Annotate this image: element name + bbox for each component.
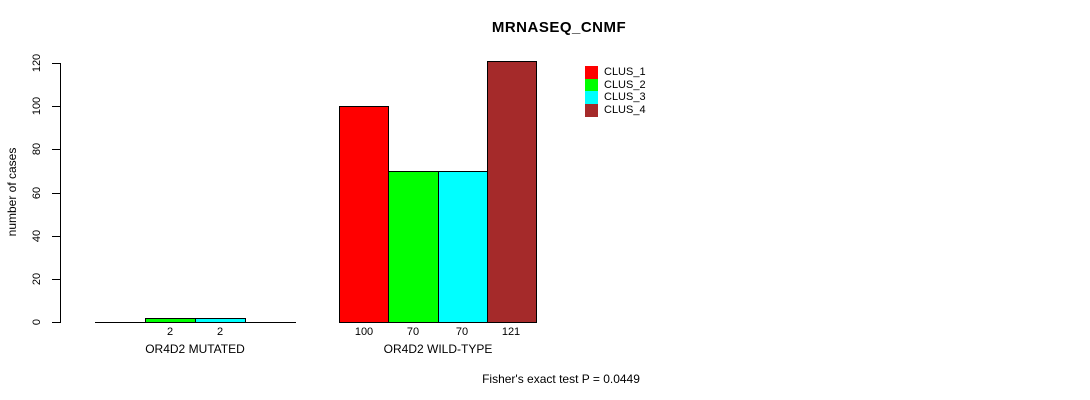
y-tick-mark	[52, 149, 61, 150]
y-axis-label: number of cases	[5, 147, 19, 237]
bar-CLUS_3-group2	[438, 171, 488, 323]
legend-label-CLUS_4: CLUS_4	[604, 104, 646, 116]
y-tick-mark	[52, 106, 61, 107]
annotation-text: Fisher's exact test P = 0.0449	[482, 372, 640, 386]
bar-value-label: 2	[216, 326, 224, 338]
legend-swatch-CLUS_4	[585, 104, 598, 117]
y-tick-mark	[52, 63, 61, 64]
legend-label-CLUS_2: CLUS_2	[604, 79, 646, 91]
y-tick-label: 60	[31, 186, 43, 200]
legend-item-CLUS_2: CLUS_2	[585, 79, 646, 92]
bar-value-label: 100	[354, 326, 374, 338]
bar-value-label: 2	[166, 326, 174, 338]
bar-CLUS_2-group2	[388, 171, 439, 323]
bar-CLUS_4-group2	[487, 61, 537, 323]
y-tick-label: 0	[31, 318, 43, 326]
y-tick-label: 100	[31, 96, 43, 116]
legend-label-CLUS_1: CLUS_1	[604, 66, 646, 78]
y-tick-label: 80	[31, 142, 43, 156]
legend-label-CLUS_3: CLUS_3	[604, 91, 646, 103]
y-tick-mark	[52, 279, 61, 280]
y-tick-mark	[52, 193, 61, 194]
bar-value-label: 70	[406, 326, 420, 338]
bar-CLUS_3-group1	[195, 318, 246, 323]
chart-title: MRNASEQ_CNMF	[491, 19, 627, 36]
legend-item-CLUS_3: CLUS_3	[585, 91, 646, 104]
category-label: OR4D2 MUTATED	[145, 342, 245, 356]
y-tick-label: 40	[31, 229, 43, 243]
legend-item-CLUS_1: CLUS_1	[585, 66, 646, 79]
bar-CLUS_1-group2	[339, 106, 389, 323]
category-label: OR4D2 WILD-TYPE	[383, 342, 493, 356]
y-tick-mark	[52, 322, 61, 323]
y-tick-label: 20	[31, 272, 43, 286]
bar-CLUS_2-group1	[145, 318, 196, 323]
legend-swatch-CLUS_2	[585, 79, 598, 92]
y-tick-label: 120	[31, 53, 43, 73]
legend-item-CLUS_4: CLUS_4	[585, 104, 646, 117]
y-tick-mark	[52, 236, 61, 237]
bar-value-label: 121	[501, 326, 521, 338]
bar-value-label: 70	[455, 326, 469, 338]
legend-swatch-CLUS_1	[585, 66, 598, 79]
legend-swatch-CLUS_3	[585, 91, 598, 104]
